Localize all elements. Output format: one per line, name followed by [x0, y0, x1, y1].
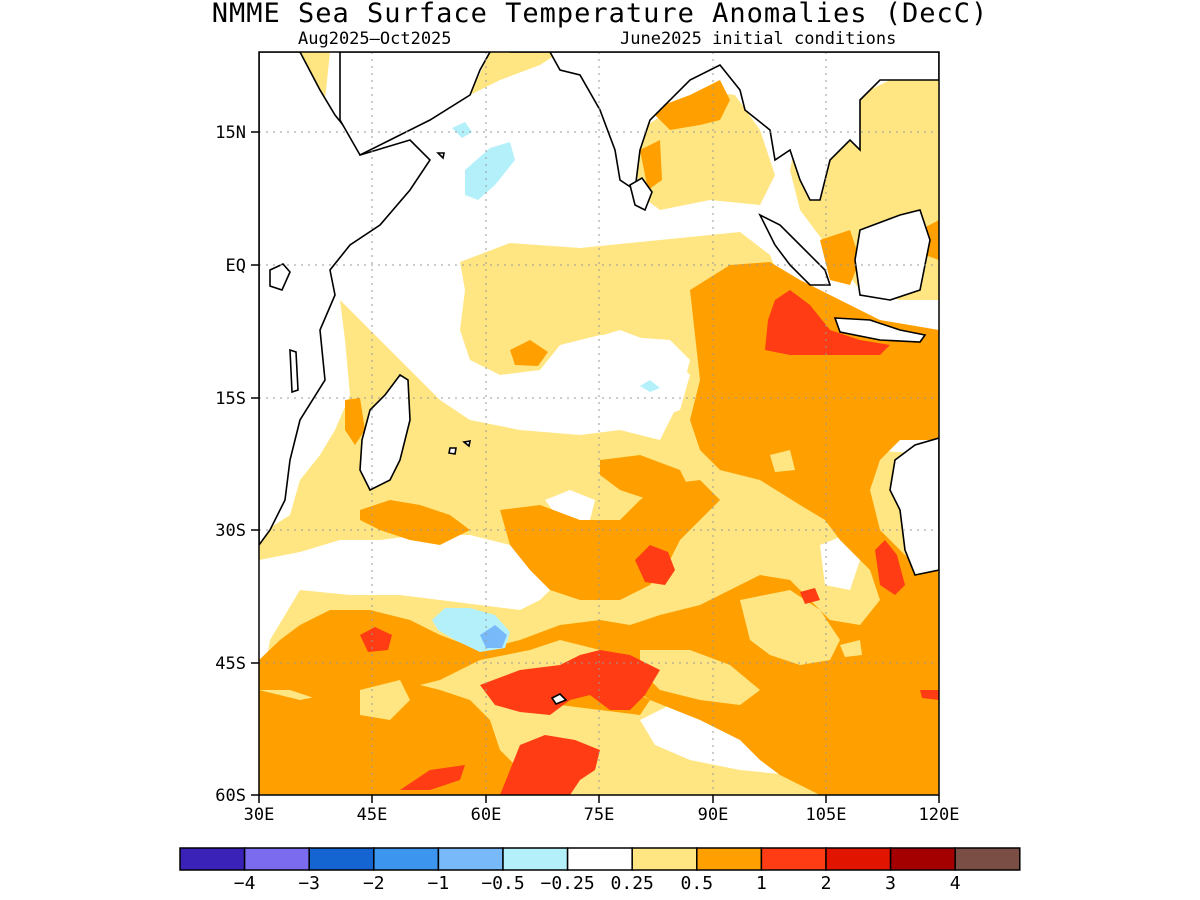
map-title: NMME Sea Surface Temperature Anomalies (…	[211, 0, 989, 29]
colorbar-label: −3	[298, 873, 320, 894]
lat-label: 30S	[215, 521, 246, 541]
graticule	[259, 52, 939, 795]
socotra	[436, 152, 445, 160]
lon-label: 60E	[471, 805, 502, 825]
colorbar-swatch	[954, 847, 1021, 871]
colorbar-label: −1	[428, 873, 450, 894]
sumatra	[758, 213, 832, 286]
borneo	[854, 209, 931, 301]
colorbar-label: 2	[821, 873, 832, 894]
lon-label: 120E	[919, 805, 960, 825]
colorbar: −4 −3 −2 −1 −0.5 −0.25 0.25 0.5 1 2 3 4	[179, 847, 1021, 894]
colorbar-swatch	[373, 847, 440, 871]
lon-label: 90E	[698, 805, 729, 825]
colorbar-label: −0.5	[481, 873, 524, 894]
axis-ticks	[251, 131, 940, 803]
south-asia	[510, 52, 939, 201]
sri-lanka	[629, 176, 653, 212]
arabian-peninsula	[339, 52, 491, 157]
colorbar-label: 0.5	[681, 873, 714, 894]
coastlines	[259, 52, 939, 705]
lat-label: 15N	[215, 123, 246, 143]
madagascar	[359, 373, 411, 492]
anomaly-band-0-5-1	[259, 80, 939, 795]
colorbar-label: −4	[234, 873, 256, 894]
forecast-period: Aug2025—Oct2025	[298, 29, 452, 49]
colorbar-swatch	[437, 847, 504, 871]
mauritius	[448, 447, 457, 455]
lake-malawi	[289, 348, 299, 394]
colorbar-swatch	[179, 847, 246, 871]
colorbar-swatch	[889, 847, 956, 871]
colorbar-swatch	[243, 847, 310, 871]
lat-label: 60S	[215, 786, 246, 806]
colorbar-label: 3	[885, 873, 896, 894]
lat-label: 15S	[215, 389, 246, 409]
initial-conditions: June2025 initial conditions	[620, 29, 897, 49]
longitude-labels: 30E 45E 60E 75E 90E 105E 120E	[244, 805, 960, 825]
colorbar-label: −0.25	[541, 873, 595, 894]
latitude-labels: 15N EQ 15S 30S 45S 60S	[215, 123, 246, 806]
rodrigues	[462, 440, 472, 448]
colorbar-swatch	[502, 847, 569, 871]
colorbar-swatch	[631, 847, 698, 871]
lat-label: EQ	[226, 256, 246, 276]
colorbar-label: 0.25	[611, 873, 654, 894]
negative-anomalies	[432, 122, 660, 652]
anomaly-band-1-2	[360, 290, 939, 795]
colorbar-label: −2	[363, 873, 385, 894]
colorbar-label: 1	[756, 873, 767, 894]
australia	[889, 437, 939, 576]
colorbar-swatch	[696, 847, 763, 871]
lat-label: 45S	[215, 654, 246, 674]
colorbar-swatch	[760, 847, 827, 871]
colorbar-swatch	[308, 847, 375, 871]
lon-label: 105E	[806, 805, 847, 825]
java	[833, 317, 927, 343]
lon-label: 30E	[244, 805, 275, 825]
kerguelen	[550, 693, 568, 705]
colorbar-swatch	[825, 847, 892, 871]
colorbar-label: 4	[950, 873, 961, 894]
lon-label: 75E	[584, 805, 615, 825]
lon-label: 45E	[357, 805, 388, 825]
colorbar-swatch	[566, 847, 633, 871]
